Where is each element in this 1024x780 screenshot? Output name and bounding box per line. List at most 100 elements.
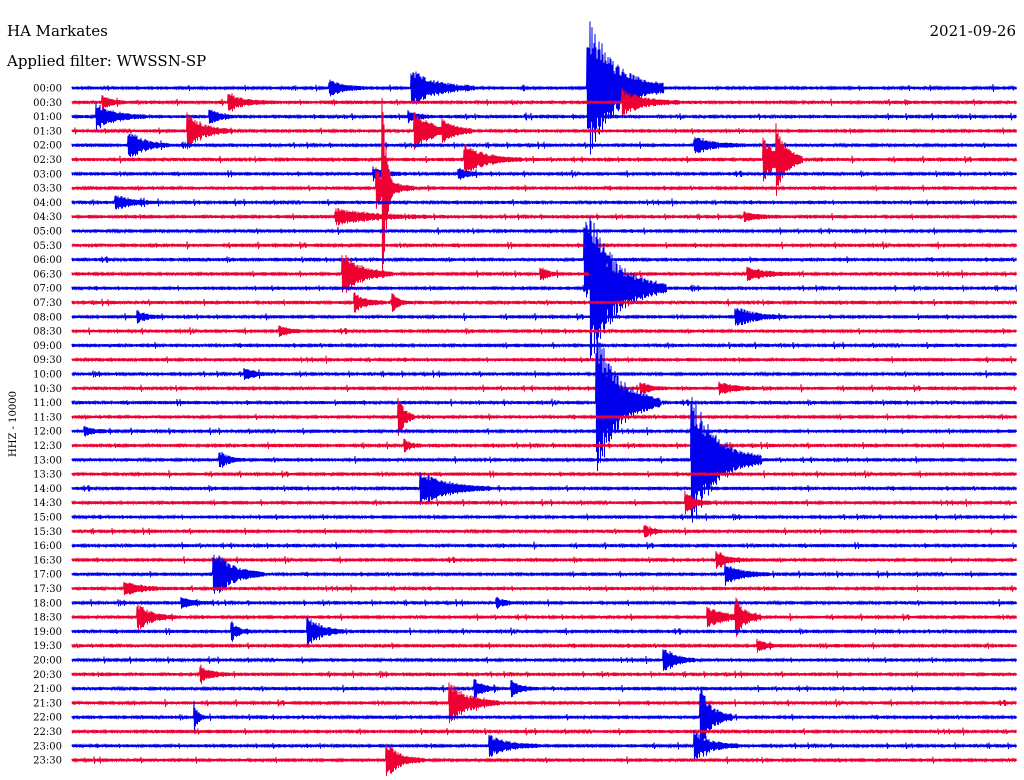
trace-row-2200 [71, 688, 1017, 747]
time-tick-label: 20:30 [33, 670, 62, 681]
trace-row-1730 [71, 581, 1017, 596]
trace-row-1200 [71, 425, 1017, 437]
trace-row-0900 [71, 341, 1017, 350]
trace-row-0400 [71, 195, 1017, 210]
time-tick-label: 02:30 [33, 155, 62, 166]
date-label: 2021-09-26 [930, 22, 1016, 40]
time-tick-label: 01:30 [33, 126, 62, 137]
time-tick-label: 10:30 [33, 384, 62, 395]
trace-row-0200 [71, 133, 1017, 157]
trace-row-1130 [71, 397, 1017, 436]
time-tick-label: 08:30 [33, 327, 62, 338]
trace-row-1430 [71, 491, 1017, 515]
time-tick-label: 04:30 [33, 212, 62, 223]
time-tick-label: 19:30 [33, 641, 62, 652]
trace-row-2230 [71, 727, 1017, 736]
time-tick-label: 03:30 [33, 184, 62, 195]
seismic-traces [71, 21, 1017, 776]
trace-row-1930 [71, 638, 1017, 653]
trace-row-0830 [71, 325, 1017, 337]
time-tick-label: 00:30 [33, 98, 62, 109]
trace-row-0800 [71, 308, 1017, 326]
trace-row-1700 [71, 554, 1017, 594]
trace-row-1000 [71, 367, 1017, 381]
trace-row-1500 [71, 513, 1017, 521]
trace-row-0630 [71, 254, 1017, 293]
trace-row-0230 [71, 123, 1017, 196]
trace-row-1800 [71, 596, 1017, 609]
time-tick-label: 10:00 [33, 370, 62, 381]
trace-row-0500 [71, 227, 1017, 235]
time-tick-label: 17:30 [33, 584, 62, 595]
time-tick-label: 06:30 [33, 269, 62, 280]
time-tick-label: 13:00 [33, 455, 62, 466]
time-tick-label: 18:30 [33, 613, 62, 624]
trace-row-0530 [71, 241, 1017, 250]
trace-row-0600 [71, 221, 1017, 298]
time-tick-label: 04:00 [33, 198, 62, 209]
time-tick-label: 12:00 [33, 427, 62, 438]
trace-row-2000 [71, 649, 1017, 671]
trace-row-2330 [71, 744, 1017, 776]
trace-row-2130 [71, 682, 1017, 724]
trace-row-0330 [71, 97, 1017, 279]
time-tick-label: 11:30 [33, 412, 62, 423]
time-tick-label: 07:00 [33, 284, 62, 295]
time-tick-label: 03:00 [33, 169, 62, 180]
trace-row-1600 [71, 541, 1017, 550]
time-tick-label: 21:00 [33, 684, 62, 695]
trace-row-1100 [71, 334, 1017, 472]
time-tick-label: 15:30 [33, 527, 62, 538]
trace-row-0100 [71, 102, 1017, 131]
time-tick-label: 01:00 [33, 112, 62, 123]
trace-row-1530 [71, 525, 1017, 538]
time-tick-label: 22:00 [33, 713, 62, 724]
time-tick-label: 13:30 [33, 470, 62, 481]
time-tick-label: 05:00 [33, 227, 62, 238]
time-tick-label: 14:30 [33, 498, 62, 509]
time-tick-label: 15:00 [33, 513, 62, 524]
trace-row-1030 [71, 381, 1017, 396]
trace-row-1400 [71, 471, 1017, 505]
trace-row-1330 [71, 470, 1017, 479]
time-tick-label: 12:30 [33, 441, 62, 452]
trace-row-2100 [71, 679, 1017, 698]
time-tick-label: 17:00 [33, 570, 62, 581]
time-tick-label: 16:00 [33, 541, 62, 552]
time-tick-label: 11:00 [33, 398, 62, 409]
trace-row-2030 [71, 664, 1017, 685]
trace-row-1630 [71, 551, 1017, 569]
time-tick-label: 18:00 [33, 598, 62, 609]
time-tick-label: 19:00 [33, 627, 62, 638]
time-tick-label: 00:00 [33, 84, 62, 95]
filter-label: Applied filter: WWSSN-SP [6, 52, 206, 70]
trace-row-0930 [71, 355, 1017, 364]
time-tick-label: 22:30 [33, 727, 62, 738]
time-tick-label: 14:00 [33, 484, 62, 495]
time-tick-label: 07:30 [33, 298, 62, 309]
time-tick-label: 23:00 [33, 741, 62, 752]
trace-row-0700 [71, 217, 1017, 360]
time-tick-label: 16:30 [33, 555, 62, 566]
trace-row-0300 [71, 166, 1017, 182]
time-tick-label: 09:30 [33, 355, 62, 366]
trace-row-0130 [71, 112, 1017, 150]
trace-row-2300 [71, 730, 1017, 762]
time-tick-label: 05:30 [33, 241, 62, 252]
station-title: HA Markates [7, 22, 108, 40]
trace-row-1230 [71, 438, 1017, 453]
time-tick-label: 06:00 [33, 255, 62, 266]
time-tick-label: 20:00 [33, 656, 62, 667]
trace-row-0430 [71, 207, 1017, 226]
trace-row-0000 [71, 21, 1017, 155]
trace-row-0730 [71, 292, 1017, 313]
trace-row-1900 [71, 617, 1017, 646]
time-tick-label: 08:00 [33, 312, 62, 323]
time-tick-label: 23:30 [33, 756, 62, 767]
trace-row-1830 [71, 597, 1017, 637]
trace-row-0030 [71, 88, 1017, 117]
trace-row-1300 [71, 397, 1017, 523]
time-tick-label: 21:30 [33, 698, 62, 709]
time-tick-label: 09:00 [33, 341, 62, 352]
